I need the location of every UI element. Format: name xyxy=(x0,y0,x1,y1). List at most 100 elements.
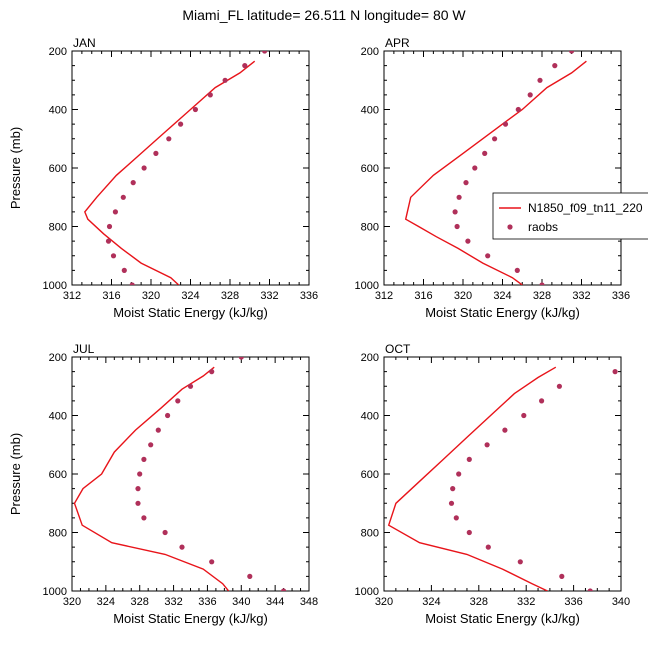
raobs-point xyxy=(466,529,472,536)
x-tick-label: 316 xyxy=(414,290,432,302)
x-tick-label: 336 xyxy=(612,290,630,302)
panel-apr: APR 312 316 320 324 328 332 336 200 400 600 800 1000… xyxy=(355,36,631,320)
y-tick-label: 400 xyxy=(49,105,67,117)
raobs-point xyxy=(539,282,545,285)
x-tick-label: 320 xyxy=(142,290,160,302)
raobs-point xyxy=(105,238,112,244)
raobs-point xyxy=(448,500,455,506)
x-tick-label: 312 xyxy=(63,290,81,302)
panels-group: JAN 312 316 320 324 328 332 336 200 400 600 800 1000… xyxy=(8,36,631,626)
raobs-point xyxy=(587,588,593,591)
raobs-point xyxy=(484,442,490,448)
y-tick-label: 800 xyxy=(361,528,379,540)
x-tick-label: 320 xyxy=(454,290,472,302)
raobs-point xyxy=(537,77,543,83)
y-tick-label: 600 xyxy=(361,469,379,481)
plot-area xyxy=(73,340,287,591)
raobs-point xyxy=(162,529,168,536)
raobs-point xyxy=(281,588,287,591)
x-tick-label: 348 xyxy=(300,596,318,608)
x-axis-title: Moist Static Energy (kJ/kg) xyxy=(113,611,268,626)
y-tick-label: 600 xyxy=(361,163,379,175)
raobs-point xyxy=(559,573,565,580)
plot-area xyxy=(387,366,618,591)
model-line xyxy=(83,60,256,285)
x-tick-label: 328 xyxy=(533,290,551,302)
model-line xyxy=(404,60,587,285)
legend-frame xyxy=(492,192,648,240)
raobs-point xyxy=(130,180,136,186)
raobs-point xyxy=(463,180,469,186)
y-axis-title: Pressure (mb) xyxy=(8,127,23,209)
raobs-point xyxy=(165,412,171,419)
x-tick-label: 320 xyxy=(63,596,81,608)
raobs-point xyxy=(207,92,213,98)
raobs-point xyxy=(179,544,185,550)
y-tick-label: 1000 xyxy=(43,586,67,598)
raobs-point xyxy=(141,165,147,171)
raobs-point xyxy=(552,63,558,69)
raobs-point xyxy=(209,559,215,565)
panel-label: OCT xyxy=(385,342,411,356)
raobs-point xyxy=(466,456,472,462)
x-tick-label: 344 xyxy=(266,596,284,608)
panel-label: APR xyxy=(385,36,410,50)
y-tick-label: 200 xyxy=(361,352,379,364)
raobs-point xyxy=(106,223,113,230)
plot-frame xyxy=(71,50,310,286)
raobs-point xyxy=(175,398,181,404)
x-axis-title: Moist Static Energy (kJ/kg) xyxy=(425,611,580,626)
raobs-point xyxy=(485,544,491,550)
plot-frame xyxy=(71,356,310,592)
x-tick-label: 324 xyxy=(493,290,511,302)
x-tick-label: 332 xyxy=(260,290,278,302)
x-tick-label: 336 xyxy=(564,596,582,608)
y-tick-label: 1000 xyxy=(355,586,379,598)
raobs-point xyxy=(238,357,244,360)
y-tick-label: 200 xyxy=(49,352,67,364)
raobs-point xyxy=(251,340,256,345)
raobs-point xyxy=(521,412,527,419)
y-tick-label: 800 xyxy=(49,528,67,540)
raobs-point xyxy=(112,209,118,215)
x-tick-label: 336 xyxy=(300,290,318,302)
x-tick-label: 340 xyxy=(612,596,630,608)
x-tick-label: 320 xyxy=(375,596,393,608)
y-tick-label: 200 xyxy=(49,46,67,58)
x-tick-label: 332 xyxy=(572,290,590,302)
x-tick-label: 336 xyxy=(198,596,216,608)
x-tick-label: 340 xyxy=(232,596,250,608)
x-tick-label: 328 xyxy=(470,596,488,608)
legend-dot-swatch xyxy=(507,224,513,230)
raobs-point xyxy=(492,136,498,142)
plot-area xyxy=(83,51,268,285)
raobs-point xyxy=(556,383,563,389)
raobs-point xyxy=(612,369,618,375)
y-axis-title: Pressure (mb) xyxy=(8,433,23,515)
model-line xyxy=(387,366,557,591)
plot-area xyxy=(404,51,587,285)
raobs-point xyxy=(137,471,143,477)
x-axis-title: Moist Static Energy (kJ/kg) xyxy=(425,305,580,320)
chart-title: Miami_FL latitude= 26.511 N longitude= 8… xyxy=(182,7,466,23)
legend-label-model: N1850_f09_tn11_220 xyxy=(528,201,643,215)
raobs-point xyxy=(450,486,456,492)
raobs-point xyxy=(141,456,147,462)
raobs-point xyxy=(192,106,198,113)
panel-oct: OCT 320 324 328 332 336 340 200 400 600 800 1000 Moi… xyxy=(355,342,631,626)
raobs-point xyxy=(135,486,141,492)
panel-jan: JAN 312 316 320 324 328 332 336 200 400 600 800 1000… xyxy=(8,36,318,320)
raobs-point xyxy=(187,383,194,389)
raobs-point xyxy=(110,253,117,259)
raobs-point xyxy=(209,369,215,375)
plot-frame xyxy=(383,356,622,592)
raobs-point xyxy=(456,194,462,200)
y-tick-label: 800 xyxy=(49,222,67,234)
legend-label-raobs: raobs xyxy=(528,220,558,234)
raobs-point xyxy=(129,282,135,285)
raobs-point xyxy=(569,51,575,54)
raobs-point xyxy=(482,150,488,156)
y-tick-label: 200 xyxy=(361,46,379,58)
y-tick-label: 1000 xyxy=(43,280,67,292)
